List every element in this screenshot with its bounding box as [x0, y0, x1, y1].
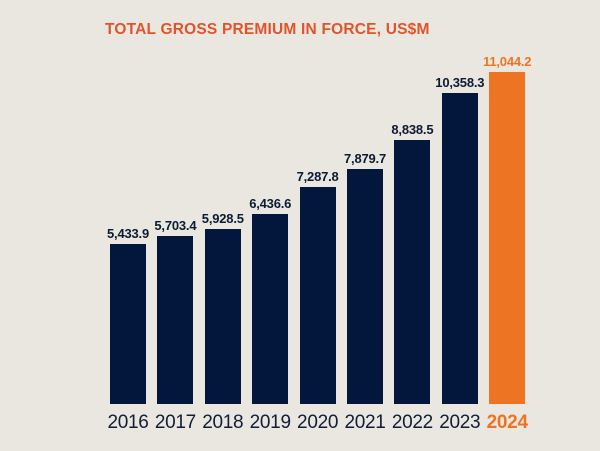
bar-category-label: 2023: [439, 412, 481, 433]
bar-value-label: 11,044.2: [483, 53, 532, 69]
bar-value-label: 7,287.8: [296, 169, 339, 185]
bar-group[interactable]: 5,703.4 2017: [154, 218, 196, 433]
bar-rect[interactable]: [347, 169, 383, 404]
bar-value-label: 8,838.5: [391, 121, 434, 137]
bar-category-label: 2019: [249, 412, 291, 433]
bar-category-label: 2021: [344, 412, 386, 433]
bar-group[interactable]: 5,433.9 2016: [107, 226, 149, 433]
bar-group[interactable]: 11,044.2 2024: [483, 54, 531, 433]
bar-category-label: 2017: [154, 412, 196, 433]
bar-value-label: 6,436.6: [249, 195, 292, 211]
bar-group[interactable]: 6,436.6 2019: [249, 196, 291, 433]
bar-group[interactable]: 8,838.5 2022: [391, 122, 433, 433]
bar-rect[interactable]: [157, 236, 194, 404]
bar-rect[interactable]: [489, 71, 526, 404]
bar-value-label: 10,358.3: [435, 74, 485, 90]
bar-group[interactable]: 10,358.3 2023: [435, 75, 484, 433]
bar-rect[interactable]: [110, 244, 146, 404]
bar-group[interactable]: 7,287.8 2020: [297, 169, 339, 433]
bar-group[interactable]: 7,879.7 2021: [344, 151, 386, 433]
bar-rect[interactable]: [252, 213, 289, 404]
bar-category-label: 2020: [297, 412, 339, 433]
bar-value-label: 5,928.5: [201, 211, 244, 227]
bar-category-label: 2022: [391, 412, 433, 433]
bar-value-label: 5,433.9: [107, 226, 149, 242]
bar-rect[interactable]: [299, 187, 336, 404]
bar-rect[interactable]: [441, 92, 478, 404]
bar-rect[interactable]: [204, 229, 241, 404]
bar-value-label: 7,879.7: [344, 151, 386, 167]
bar-value-label: 5,703.4: [154, 218, 197, 234]
bar-category-label: 2024: [486, 412, 528, 433]
chart-title: TOTAL GROSS PREMIUM IN FORCE, US$M: [105, 21, 430, 38]
bar-category-label: 2018: [202, 412, 244, 433]
bar-group[interactable]: 5,928.5 2018: [202, 211, 244, 433]
bar-rect[interactable]: [394, 139, 431, 404]
bar-category-label: 2016: [107, 412, 149, 433]
